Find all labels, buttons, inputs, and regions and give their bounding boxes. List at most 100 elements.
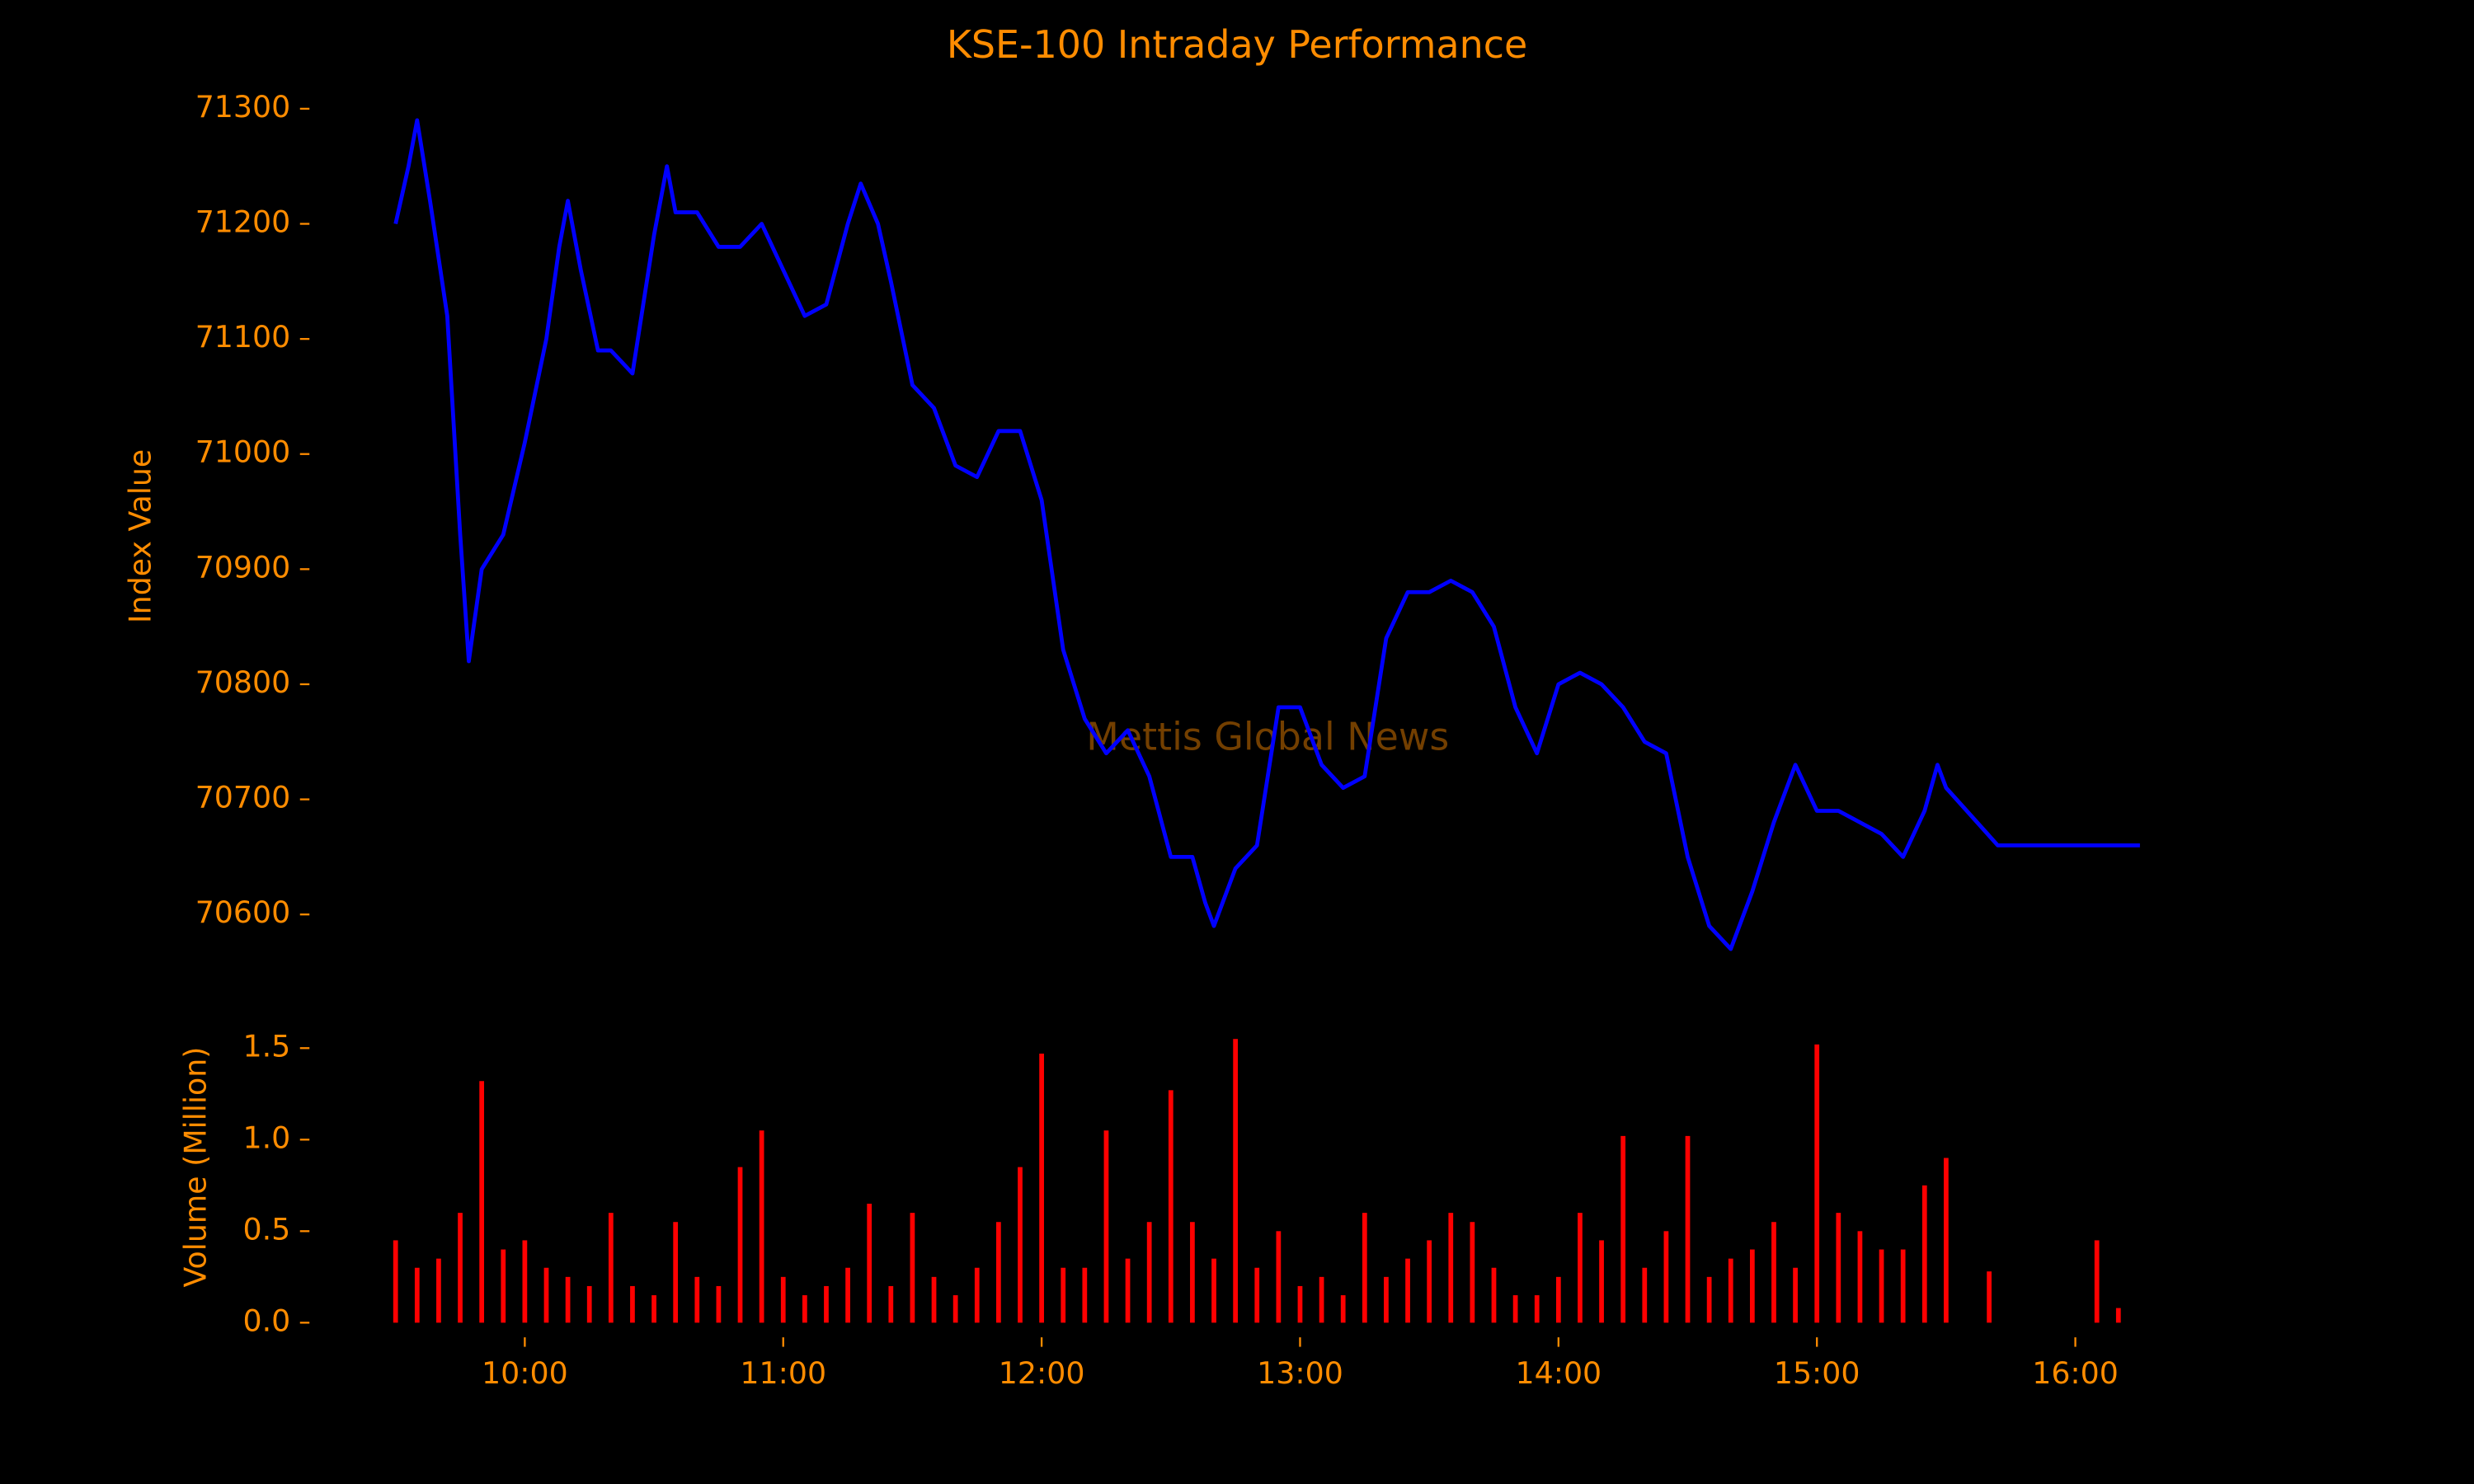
y-tick-label: 0.0 xyxy=(243,1303,291,1338)
volume-bar xyxy=(1987,1271,1992,1323)
volume-bar xyxy=(802,1295,807,1323)
volume-bar xyxy=(1944,1158,1949,1323)
y-tick-label: 70800 xyxy=(195,665,291,700)
volume-bar xyxy=(996,1222,1001,1323)
volume-bar xyxy=(1900,1249,1906,1323)
volume-bar xyxy=(974,1267,980,1323)
volume-bar xyxy=(1448,1213,1454,1323)
volume-bar xyxy=(1642,1267,1648,1323)
volume-bar xyxy=(414,1267,420,1323)
volume-bar xyxy=(1879,1249,1884,1323)
volume-bar xyxy=(694,1276,700,1323)
y-tick-label: 70700 xyxy=(195,780,291,815)
volume-bar xyxy=(1082,1267,1088,1323)
x-tick-label: 15:00 xyxy=(1774,1355,1860,1391)
volume-bar xyxy=(1836,1213,1841,1323)
volume-bar xyxy=(1018,1167,1023,1323)
volume-bar xyxy=(1793,1267,1798,1323)
y-axis-label: Index Value xyxy=(122,449,158,623)
y-tick-label: 1.5 xyxy=(243,1028,291,1064)
volume-bar xyxy=(393,1240,398,1323)
volume-bar xyxy=(1491,1267,1497,1323)
volume-bar xyxy=(1233,1039,1238,1323)
x-tick-label: 11:00 xyxy=(740,1355,826,1391)
volume-bar xyxy=(651,1295,656,1323)
chart-title: KSE-100 Intraday Performance xyxy=(947,22,1527,67)
x-tick-label: 14:00 xyxy=(1515,1355,1602,1391)
volume-bar xyxy=(1254,1267,1260,1323)
y-tick-label: 70900 xyxy=(195,549,291,585)
volume-bar xyxy=(458,1213,463,1323)
volume-bar xyxy=(1103,1130,1109,1323)
volume-bar xyxy=(1685,1135,1691,1323)
volume-bar xyxy=(1749,1249,1755,1323)
volume-bar xyxy=(1427,1240,1432,1323)
volume-bar xyxy=(1276,1231,1282,1323)
y-tick-label: 70600 xyxy=(195,895,291,930)
volume-bar xyxy=(1620,1135,1626,1323)
volume-bar xyxy=(1319,1276,1324,1323)
volume-bar xyxy=(1340,1295,1346,1323)
volume-bar xyxy=(1168,1090,1174,1323)
volume-bar xyxy=(1211,1258,1216,1323)
volume-bar xyxy=(1555,1276,1561,1323)
volume-bar xyxy=(1771,1222,1776,1323)
x-tick-label: 13:00 xyxy=(1257,1355,1343,1391)
volume-bar xyxy=(1297,1285,1303,1323)
volume-bar xyxy=(1190,1222,1195,1323)
watermark: Mettis Global News xyxy=(1086,715,1449,759)
y-axis-label: Volume (Million) xyxy=(177,1047,213,1288)
y-tick-label: 71300 xyxy=(195,89,291,124)
volume-bar xyxy=(1814,1044,1820,1323)
y-tick-label: 71000 xyxy=(195,434,291,470)
x-tick-label: 12:00 xyxy=(999,1355,1085,1391)
volume-bar xyxy=(1728,1258,1733,1323)
y-tick-label: 1.0 xyxy=(243,1120,291,1155)
y-tick-label: 71100 xyxy=(195,319,291,355)
volume-bar xyxy=(2115,1308,2121,1323)
volume-bar xyxy=(759,1130,764,1323)
volume-bar xyxy=(1039,1053,1044,1323)
volume-bar xyxy=(1146,1222,1152,1323)
volume-bar xyxy=(543,1267,549,1323)
volume-bar xyxy=(931,1276,937,1323)
volume-bar xyxy=(1470,1222,1475,1323)
index-line xyxy=(393,118,2140,951)
volume-bar xyxy=(1857,1231,1863,1323)
volume-bar xyxy=(716,1285,722,1323)
volume-bar xyxy=(1706,1276,1712,1323)
volume-bar xyxy=(1384,1276,1389,1323)
volume-bar xyxy=(1061,1267,1066,1323)
y-tick-label: 71200 xyxy=(195,204,291,240)
volume-bar xyxy=(586,1285,592,1323)
volume-bar xyxy=(1362,1213,1367,1323)
volume-bar xyxy=(1599,1240,1604,1323)
volume-bar xyxy=(1663,1231,1669,1323)
x-tick-label: 10:00 xyxy=(482,1355,568,1391)
volume-bar xyxy=(673,1222,679,1323)
volume-bar xyxy=(910,1213,915,1323)
volume-bar xyxy=(2094,1240,2100,1323)
volume-bar xyxy=(737,1167,743,1323)
volume-bar xyxy=(1578,1213,1583,1323)
volume-bar xyxy=(1534,1295,1540,1323)
volume-bar xyxy=(1921,1185,1927,1323)
volume-bar xyxy=(824,1285,829,1323)
volume-bar xyxy=(867,1204,872,1323)
volume-bar xyxy=(780,1276,786,1323)
volume-bar xyxy=(501,1249,506,1323)
volume-bar xyxy=(952,1295,958,1323)
volume-bar xyxy=(522,1240,528,1323)
volume-bar xyxy=(1512,1295,1518,1323)
volume-bar xyxy=(565,1276,571,1323)
volume-bar xyxy=(888,1285,894,1323)
volume-bar xyxy=(479,1081,485,1323)
volume-bar xyxy=(608,1213,614,1323)
volume-bar xyxy=(436,1258,441,1323)
volume-bar xyxy=(630,1285,635,1323)
volume-bar xyxy=(1405,1258,1410,1323)
volume-bar xyxy=(845,1267,850,1323)
x-tick-label: 16:00 xyxy=(2032,1355,2119,1391)
y-tick-label: 0.5 xyxy=(243,1211,291,1247)
